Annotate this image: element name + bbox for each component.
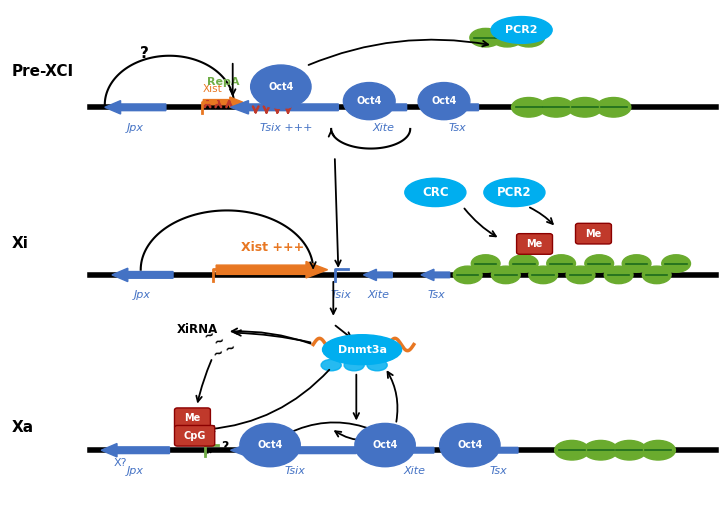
Ellipse shape xyxy=(529,266,558,283)
Text: Oct4: Oct4 xyxy=(356,96,382,106)
Text: Xist +++: Xist +++ xyxy=(241,241,304,254)
Text: CRC: CRC xyxy=(422,186,449,199)
Text: Jpx: Jpx xyxy=(126,466,143,476)
Text: XiRNA: XiRNA xyxy=(177,323,218,335)
FancyArrow shape xyxy=(478,444,518,456)
Ellipse shape xyxy=(491,266,521,283)
FancyArrow shape xyxy=(105,101,166,114)
Ellipse shape xyxy=(568,97,602,117)
Text: Xite: Xite xyxy=(403,466,425,476)
Ellipse shape xyxy=(583,440,618,460)
FancyArrow shape xyxy=(360,101,406,114)
Text: Tsx: Tsx xyxy=(490,466,507,476)
Circle shape xyxy=(355,423,415,467)
Text: Jpx: Jpx xyxy=(134,290,150,300)
FancyArrow shape xyxy=(216,261,328,278)
Text: Pre-XCI: Pre-XCI xyxy=(12,64,73,79)
Ellipse shape xyxy=(405,178,466,206)
Text: ~: ~ xyxy=(202,328,216,344)
Ellipse shape xyxy=(510,255,538,272)
Circle shape xyxy=(418,83,470,119)
Text: Xite: Xite xyxy=(373,123,395,133)
Text: Xi: Xi xyxy=(12,236,28,252)
Text: Me: Me xyxy=(526,239,542,249)
FancyArrow shape xyxy=(432,101,478,114)
Text: Me: Me xyxy=(585,228,602,238)
Text: Oct4: Oct4 xyxy=(268,82,294,92)
FancyArrow shape xyxy=(421,269,450,280)
Ellipse shape xyxy=(484,178,545,206)
Ellipse shape xyxy=(471,255,500,272)
Text: ~: ~ xyxy=(211,345,225,361)
Ellipse shape xyxy=(367,359,387,371)
FancyArrow shape xyxy=(101,443,169,457)
Ellipse shape xyxy=(470,28,502,47)
Text: Jpx: Jpx xyxy=(126,123,143,133)
Circle shape xyxy=(343,83,395,119)
Circle shape xyxy=(251,65,311,108)
Text: Oct4: Oct4 xyxy=(431,96,457,106)
Ellipse shape xyxy=(643,266,671,283)
Ellipse shape xyxy=(622,255,651,272)
Ellipse shape xyxy=(321,359,341,371)
FancyBboxPatch shape xyxy=(174,408,210,429)
Ellipse shape xyxy=(662,255,691,272)
Text: Xist: Xist xyxy=(203,84,222,94)
Text: Tsix +++: Tsix +++ xyxy=(260,123,313,133)
Text: ?: ? xyxy=(140,46,149,61)
Text: Xite: Xite xyxy=(368,290,390,300)
Text: Tsx: Tsx xyxy=(427,290,445,300)
Text: Xa: Xa xyxy=(12,420,33,434)
Ellipse shape xyxy=(512,97,546,117)
Ellipse shape xyxy=(547,255,576,272)
Text: Me: Me xyxy=(185,413,201,423)
Text: Oct4: Oct4 xyxy=(457,440,483,450)
FancyArrow shape xyxy=(230,101,338,114)
Text: ~: ~ xyxy=(212,334,227,350)
Text: ~: ~ xyxy=(223,340,238,356)
Text: Tsix: Tsix xyxy=(330,290,351,300)
FancyBboxPatch shape xyxy=(576,223,611,244)
Text: Dnmt3a: Dnmt3a xyxy=(337,345,387,355)
Text: CpG: CpG xyxy=(183,431,206,441)
Ellipse shape xyxy=(323,335,401,365)
FancyArrow shape xyxy=(395,444,434,456)
FancyArrow shape xyxy=(230,443,356,457)
Text: Oct4: Oct4 xyxy=(372,440,398,450)
Ellipse shape xyxy=(604,266,633,283)
Ellipse shape xyxy=(566,266,595,283)
Ellipse shape xyxy=(641,440,675,460)
FancyBboxPatch shape xyxy=(517,234,553,254)
FancyBboxPatch shape xyxy=(174,425,214,446)
FancyArrow shape xyxy=(112,268,173,281)
Ellipse shape xyxy=(585,255,614,272)
Ellipse shape xyxy=(454,266,482,283)
Text: RepA: RepA xyxy=(207,77,240,86)
Circle shape xyxy=(240,423,300,467)
Ellipse shape xyxy=(491,17,552,43)
Ellipse shape xyxy=(539,97,574,117)
Ellipse shape xyxy=(513,28,545,47)
Text: X?: X? xyxy=(114,458,127,468)
FancyArrow shape xyxy=(364,269,393,280)
Text: PCR2: PCR2 xyxy=(497,186,531,199)
Text: Tsix: Tsix xyxy=(285,466,305,476)
Circle shape xyxy=(440,423,500,467)
Ellipse shape xyxy=(555,440,589,460)
Ellipse shape xyxy=(612,440,646,460)
Ellipse shape xyxy=(491,28,523,47)
FancyArrow shape xyxy=(204,97,243,107)
Text: ?: ? xyxy=(221,440,228,453)
Ellipse shape xyxy=(344,359,364,371)
Text: PCR2: PCR2 xyxy=(505,25,538,35)
Ellipse shape xyxy=(596,97,631,117)
Text: Tsx: Tsx xyxy=(448,123,466,133)
Text: Oct4: Oct4 xyxy=(257,440,283,450)
